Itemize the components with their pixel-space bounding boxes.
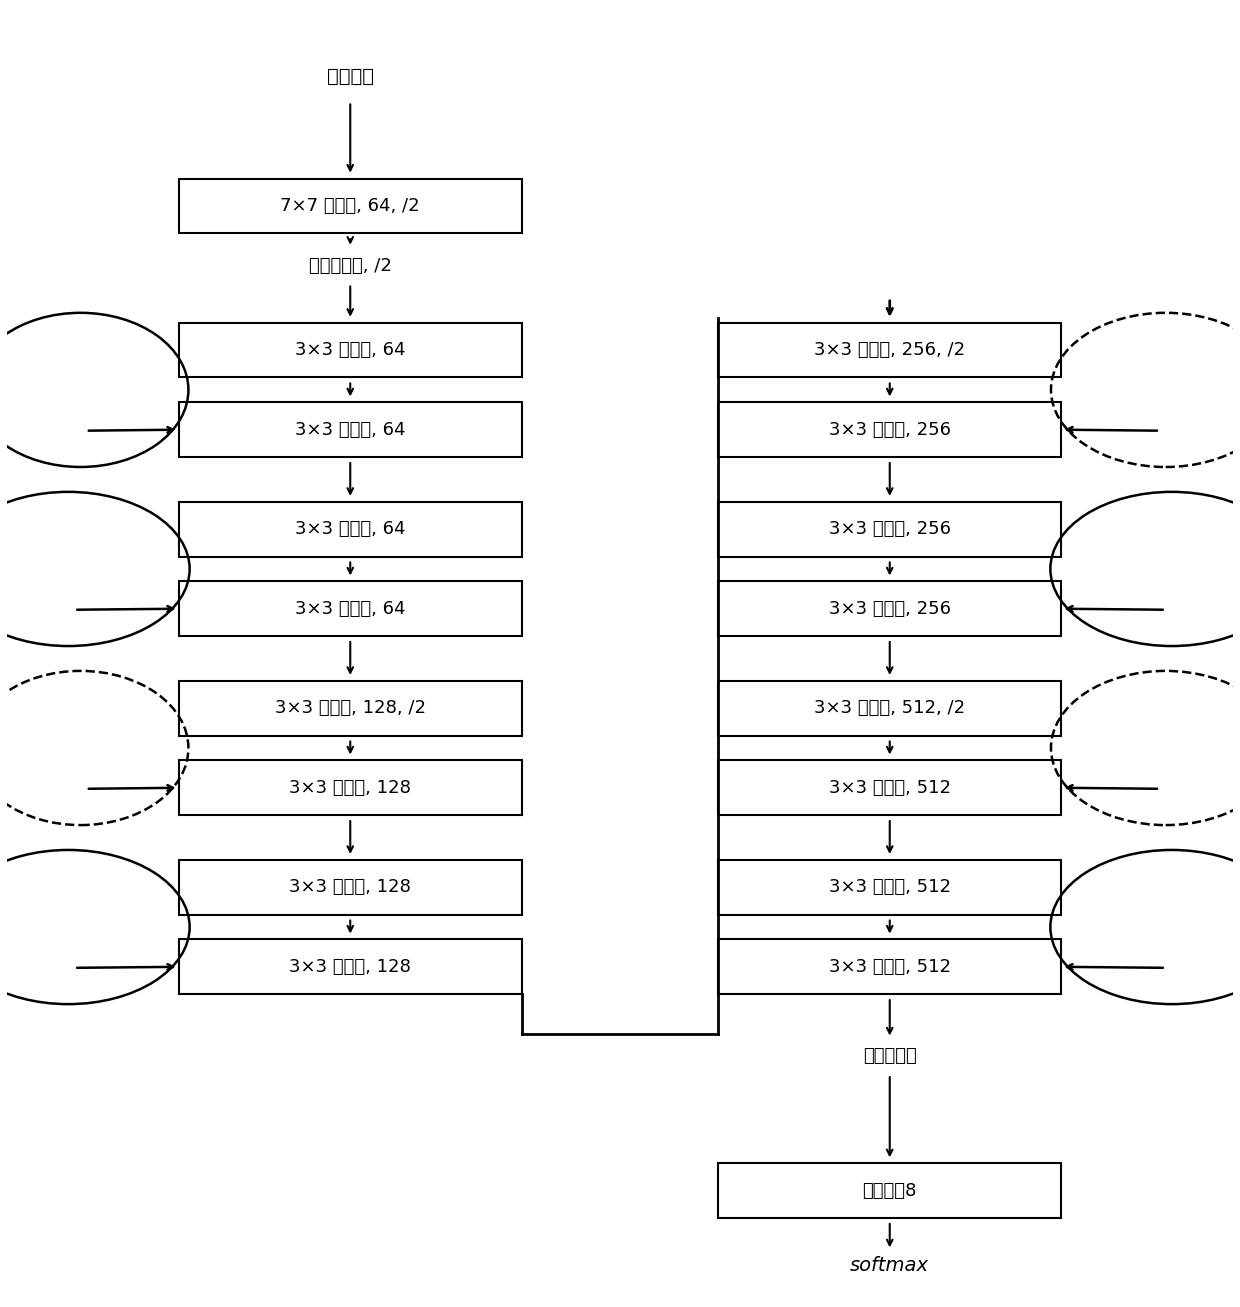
Text: 3×3 卷积层, 256, /2: 3×3 卷积层, 256, /2 — [815, 341, 965, 359]
FancyBboxPatch shape — [718, 860, 1061, 915]
FancyBboxPatch shape — [179, 940, 522, 995]
Text: 3×3 卷积层, 128: 3×3 卷积层, 128 — [289, 878, 412, 897]
FancyBboxPatch shape — [718, 403, 1061, 457]
Text: 3×3 卷积层, 128, /2: 3×3 卷积层, 128, /2 — [275, 699, 425, 718]
FancyBboxPatch shape — [179, 179, 522, 233]
Text: 3×3 卷积层, 256: 3×3 卷积层, 256 — [828, 520, 951, 538]
Text: 最大池化层, /2: 最大池化层, /2 — [309, 256, 392, 274]
Text: 平均池化层: 平均池化层 — [863, 1047, 916, 1065]
FancyBboxPatch shape — [718, 681, 1061, 736]
Text: 3×3 卷积层, 64: 3×3 卷积层, 64 — [295, 341, 405, 359]
FancyBboxPatch shape — [179, 761, 522, 816]
Text: 3×3 卷积层, 256: 3×3 卷积层, 256 — [828, 600, 951, 618]
Text: 3×3 卷积层, 128: 3×3 卷积层, 128 — [289, 779, 412, 797]
Text: 3×3 卷积层, 128: 3×3 卷积层, 128 — [289, 958, 412, 976]
Text: 3×3 卷积层, 512: 3×3 卷积层, 512 — [828, 779, 951, 797]
FancyBboxPatch shape — [718, 761, 1061, 816]
FancyBboxPatch shape — [179, 582, 522, 637]
FancyBboxPatch shape — [179, 681, 522, 736]
FancyBboxPatch shape — [718, 582, 1061, 637]
FancyBboxPatch shape — [179, 323, 522, 378]
Text: 3×3 卷积层, 256: 3×3 卷积层, 256 — [828, 421, 951, 439]
FancyBboxPatch shape — [718, 323, 1061, 378]
FancyBboxPatch shape — [179, 860, 522, 915]
FancyBboxPatch shape — [179, 403, 522, 457]
Text: 3×3 卷积层, 512: 3×3 卷积层, 512 — [828, 958, 951, 976]
Text: 全连接层8: 全连接层8 — [863, 1182, 916, 1200]
FancyBboxPatch shape — [718, 1163, 1061, 1218]
Text: 3×3 卷积层, 64: 3×3 卷积层, 64 — [295, 421, 405, 439]
Text: 3×3 卷积层, 64: 3×3 卷积层, 64 — [295, 520, 405, 538]
Text: 3×3 卷积层, 512, /2: 3×3 卷积层, 512, /2 — [815, 699, 965, 718]
FancyBboxPatch shape — [718, 502, 1061, 557]
FancyBboxPatch shape — [718, 940, 1061, 995]
Text: 3×3 卷积层, 64: 3×3 卷积层, 64 — [295, 600, 405, 618]
Text: 7×7 卷积层, 64, /2: 7×7 卷积层, 64, /2 — [280, 197, 420, 214]
Text: 图片输入: 图片输入 — [327, 67, 373, 86]
Text: softmax: softmax — [851, 1256, 929, 1274]
FancyBboxPatch shape — [179, 502, 522, 557]
Text: 3×3 卷积层, 512: 3×3 卷积层, 512 — [828, 878, 951, 897]
